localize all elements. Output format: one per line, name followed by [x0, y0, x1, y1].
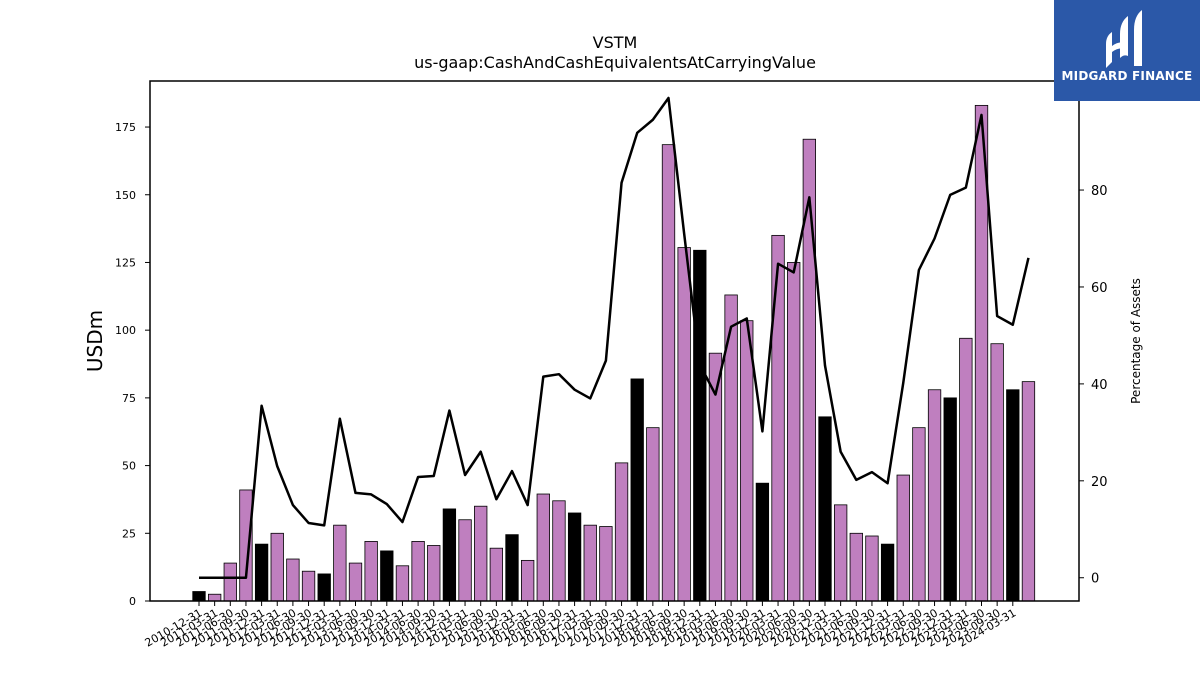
- bar: [333, 524, 347, 602]
- bar-series: [192, 104, 1036, 602]
- bar: [818, 416, 832, 602]
- bar: [442, 508, 457, 602]
- bar: [771, 234, 785, 602]
- plot-frame: [149, 80, 1080, 602]
- bar: [411, 541, 425, 602]
- y-tick-label: 50: [122, 460, 136, 473]
- y-tick-label: 75: [122, 392, 136, 405]
- bar: [583, 524, 597, 602]
- logo-text: MIDGARD FINANCE: [1061, 69, 1193, 83]
- bar: [223, 562, 237, 602]
- bar: [677, 247, 691, 602]
- bar: [207, 593, 222, 602]
- y-tick-label: 175: [115, 121, 136, 134]
- bar: [943, 397, 957, 602]
- bar: [1006, 389, 1020, 602]
- bar: [552, 500, 566, 602]
- bar: [661, 144, 676, 602]
- bar: [286, 558, 300, 602]
- bar: [896, 474, 910, 602]
- bar: [693, 249, 707, 602]
- y-tick-label: 150: [115, 189, 136, 202]
- midgard-logo-icon: [1106, 10, 1142, 68]
- bar: [880, 543, 895, 602]
- y2-tick-label: 40: [1091, 378, 1108, 393]
- bar: [505, 534, 519, 602]
- bar: [239, 489, 253, 602]
- left-axis-ticks: 0 25 50 75 100 125 150 175: [115, 121, 150, 608]
- y2-tick-label: 0: [1091, 572, 1099, 587]
- bar: [395, 565, 410, 602]
- bar: [348, 562, 363, 602]
- bar: [787, 262, 801, 602]
- bar: [614, 462, 629, 602]
- bar: [740, 320, 754, 602]
- bar: [990, 343, 1004, 602]
- percentage-line: [199, 96, 1030, 579]
- bar: [254, 543, 269, 602]
- bar: [646, 427, 660, 602]
- bar: [927, 389, 942, 602]
- bar: [834, 504, 848, 602]
- y2-axis-label: Percentage of Assets: [1129, 278, 1143, 404]
- bar: [458, 519, 472, 602]
- x-axis-ticks: 2010-12-312011-03-312011-06-302011-09-30…: [143, 601, 1018, 650]
- bar: [536, 493, 550, 602]
- y-tick-label: 0: [129, 595, 136, 608]
- bar: [489, 547, 504, 602]
- line-series: [199, 96, 1030, 579]
- bar: [192, 591, 206, 602]
- bar: [912, 427, 926, 602]
- y2-tick-label: 20: [1091, 475, 1108, 490]
- bar: [427, 545, 441, 602]
- bar: [959, 337, 973, 602]
- right-axis-ticks: 0 20 40 60 80: [1079, 184, 1108, 587]
- y2-tick-label: 60: [1091, 281, 1108, 296]
- bar: [755, 482, 770, 602]
- bar: [865, 535, 879, 602]
- bar: [317, 573, 331, 602]
- bar: [1021, 381, 1036, 602]
- bar: [270, 532, 284, 602]
- brand-logo: MIDGARD FINANCE: [1054, 0, 1200, 101]
- y-axis-label: USDm: [83, 310, 107, 372]
- bar: [630, 378, 644, 602]
- bar: [301, 570, 316, 602]
- bar: [474, 505, 488, 602]
- bar: [567, 512, 582, 602]
- y-tick-label: 25: [122, 527, 136, 540]
- chart-subtitle: us-gaap:CashAndCashEquivalentsAtCarrying…: [414, 53, 816, 72]
- y-tick-label: 100: [115, 324, 136, 337]
- bar: [364, 541, 378, 602]
- bar: [849, 532, 863, 602]
- y-tick-label: 125: [115, 256, 136, 269]
- bar: [599, 526, 613, 602]
- y2-tick-label: 80: [1091, 184, 1108, 199]
- chart-title: VSTM: [592, 33, 638, 52]
- bar: [521, 559, 535, 602]
- bar: [380, 550, 394, 602]
